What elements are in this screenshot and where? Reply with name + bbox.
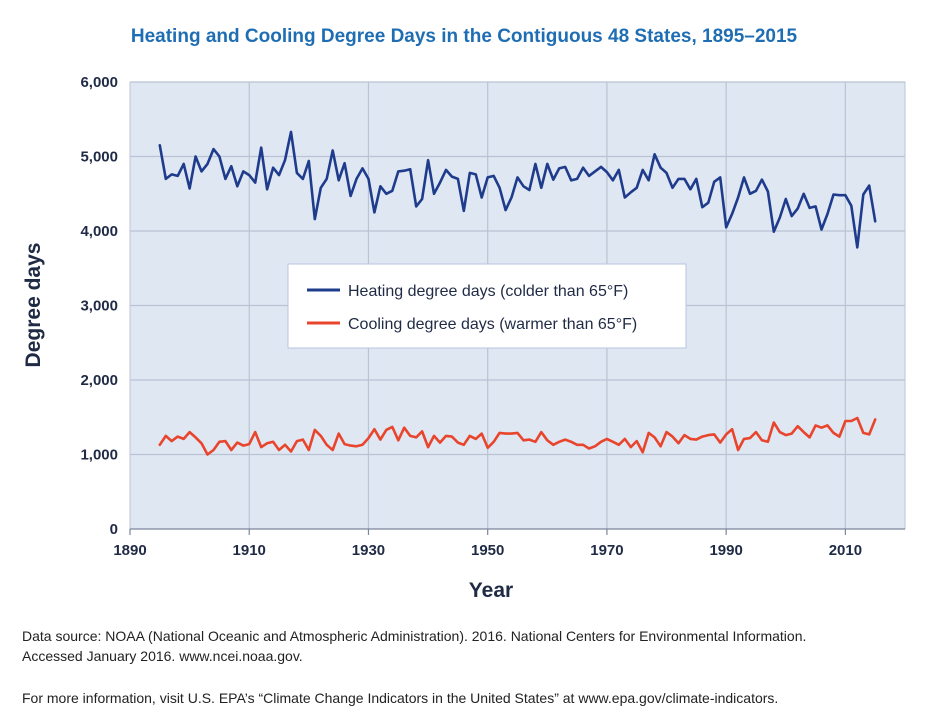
y-tick-label: 2,000 (80, 372, 118, 389)
x-tick-label: 1890 (113, 542, 146, 559)
chart-title: Heating and Cooling Degree Days in the C… (131, 26, 798, 47)
legend[interactable]: Heating degree days (colder than 65°F) C… (287, 263, 687, 349)
chart: Heating and Cooling Degree Days in the C… (22, 26, 906, 602)
more-info-note: For more information, visit U.S. EPA’s “… (22, 690, 779, 706)
data-source-line-2: Accessed January 2016. www.ncei.noaa.gov… (22, 648, 303, 664)
data-source-line-1: Data source: NOAA (National Oceanic and … (22, 628, 807, 644)
y-tick-label: 6,000 (80, 74, 118, 91)
x-tick-label: 1970 (590, 542, 623, 559)
x-tick-label: 1950 (471, 542, 504, 559)
legend-label-heating: Heating degree days (colder than 65°F) (348, 283, 628, 300)
y-tick-label: 3,000 (80, 298, 118, 315)
cooling-degree-days-line (158, 416, 877, 456)
x-axis-ticks: 1890 1910 1930 1950 1970 1990 2010 (113, 529, 862, 559)
y-tick-label: 0 (110, 521, 118, 538)
x-tick-label: 1990 (709, 542, 742, 559)
x-tick-label: 1930 (352, 542, 385, 559)
legend-label-cooling: Cooling degree days (warmer than 65°F) (348, 316, 637, 333)
data-source-note: Data source: NOAA (National Oceanic and … (22, 626, 912, 666)
x-axis-label: Year (469, 579, 513, 602)
x-tick-label: 2010 (829, 542, 862, 559)
legend-box (287, 263, 687, 349)
heating-degree-days-line (158, 130, 877, 249)
y-axis-label: Degree days (22, 243, 45, 368)
y-tick-label: 1,000 (80, 447, 118, 464)
series-lines (158, 130, 877, 456)
y-tick-label: 5,000 (80, 149, 118, 166)
y-tick-label: 4,000 (80, 223, 118, 240)
x-tick-label: 1910 (233, 542, 266, 559)
y-axis-ticks: 0 1,000 2,000 3,000 4,000 5,000 6,000 (80, 74, 118, 538)
